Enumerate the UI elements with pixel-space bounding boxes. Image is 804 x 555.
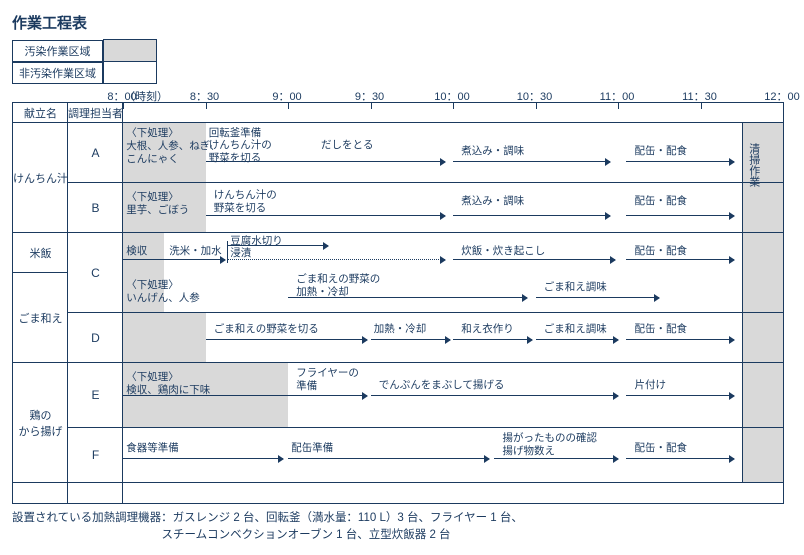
person-block: D bbox=[68, 313, 123, 363]
legend: 汚染作業区域 非汚染作業区域 bbox=[12, 39, 157, 84]
task-label: ごま和えの野菜を切る bbox=[214, 323, 319, 336]
task-arrow bbox=[206, 339, 368, 340]
task-label: 〈下処理〉検収、鶏肉に下味 bbox=[126, 371, 210, 397]
tick-label: 11：00 bbox=[600, 88, 635, 104]
tick-label: 12：00 bbox=[764, 88, 799, 104]
task-arrow bbox=[288, 297, 527, 298]
task-arrow bbox=[626, 215, 733, 216]
gantt-chart: 献立名 調理担当者 清掃作業〈下処理〉大根、人参、ねぎ、こんにゃく回転釜準備けん… bbox=[12, 102, 784, 504]
legend-contaminated-swatch bbox=[104, 40, 157, 62]
task-label: 煮込み・調味 bbox=[461, 145, 524, 158]
tick-label: 9：30 bbox=[355, 88, 384, 104]
task-arrow bbox=[536, 297, 660, 298]
task-label: 配缶・配食 bbox=[635, 323, 688, 336]
menu-block: 鶏のから揚げ bbox=[13, 363, 68, 483]
lane-A: 〈下処理〉大根、人参、ねぎ、こんにゃく回転釜準備けんちん汁の野菜を切るだしをとる… bbox=[123, 123, 783, 183]
task-label: 検収 bbox=[126, 245, 147, 258]
task-label: だしをとる bbox=[321, 139, 374, 152]
task-label: 片付け bbox=[635, 379, 667, 392]
tick-label: 9：00 bbox=[272, 88, 301, 104]
menu-block: ごま和え bbox=[13, 273, 68, 363]
tick-label: 8：30 bbox=[190, 88, 219, 104]
task-arrow bbox=[626, 458, 733, 459]
task-label: 配缶・配食 bbox=[635, 442, 688, 455]
task-label: 炊飯・炊き起こし bbox=[461, 245, 545, 258]
task-label: 〈下処理〉里芋、ごぼう bbox=[126, 191, 189, 217]
task-label: 煮込み・調味 bbox=[461, 195, 524, 208]
task-arrow bbox=[371, 339, 450, 340]
task-label: 洗米・加水 bbox=[169, 245, 222, 258]
legend-clean-swatch bbox=[104, 62, 157, 84]
task-arrow bbox=[453, 339, 532, 340]
task-label: 食器等準備 bbox=[126, 442, 179, 455]
person-block: B bbox=[68, 183, 123, 233]
task-arrow bbox=[206, 161, 445, 162]
task-label: フライヤーの準備 bbox=[296, 367, 359, 393]
legend-clean-label: 非汚染作業区域 bbox=[12, 62, 103, 84]
person-block: A bbox=[68, 123, 123, 183]
tick-label: 10：30 bbox=[517, 88, 552, 104]
task-label: ごま和え調味 bbox=[544, 323, 607, 336]
person-block: C bbox=[68, 233, 123, 313]
task-label: 配缶・配食 bbox=[635, 195, 688, 208]
task-label: 加熱・冷却 bbox=[374, 323, 427, 336]
task-arrow bbox=[626, 161, 733, 162]
task-arrow bbox=[371, 395, 619, 396]
vertical-mark bbox=[227, 241, 228, 263]
task-arrow bbox=[123, 259, 225, 260]
task-arrow bbox=[453, 215, 610, 216]
task-label: ごま和え調味 bbox=[544, 281, 607, 294]
task-label: 配缶・配食 bbox=[635, 245, 688, 258]
legend-contaminated-label: 汚染作業区域 bbox=[12, 40, 103, 62]
task-arrow bbox=[206, 215, 445, 216]
lane-C: 検収洗米・加水豆腐水切り浸漬炊飯・炊き起こし配缶・配食〈下処理〉いんげん、人参ご… bbox=[123, 233, 783, 313]
task-label: けんちん汁の野菜を切る bbox=[214, 189, 277, 215]
task-arrow bbox=[494, 458, 618, 459]
task-label: 配缶準備 bbox=[291, 442, 333, 455]
footnote: 設置されている加熱調理機器：ガスレンジ 2 台、回転釜（満水量：110 L）3 … bbox=[12, 510, 792, 543]
lane-D: ごま和えの野菜を切る 加熱・冷却 和え衣作り ごま和え調味 配缶・配食 bbox=[123, 313, 783, 363]
lane-B: 〈下処理〉里芋、ごぼうけんちん汁の野菜を切る 煮込み・調味 配缶・配食 bbox=[123, 183, 783, 233]
task-arrow bbox=[626, 395, 733, 396]
tick-label: 11：30 bbox=[682, 88, 717, 104]
task-arrow bbox=[123, 395, 367, 396]
task-arrow bbox=[227, 259, 445, 260]
task-arrow bbox=[626, 339, 733, 340]
task-label: 揚がったものの確認揚げ物数え bbox=[503, 432, 598, 458]
task-label: 和え衣作り bbox=[461, 323, 514, 336]
lane-E: 〈下処理〉検収、鶏肉に下味 フライヤーの準備 でんぷんをまぶして揚げる 片付け bbox=[123, 363, 783, 428]
person-block: E bbox=[68, 363, 123, 428]
task-arrow bbox=[288, 458, 489, 459]
task-label: 〈下処理〉いんげん、人参 bbox=[126, 279, 200, 305]
lane-F: 食器等準備 配缶準備 揚がったものの確認揚げ物数え 配缶・配食 bbox=[123, 428, 783, 483]
person-block: F bbox=[68, 428, 123, 483]
task-arrow bbox=[453, 259, 615, 260]
task-label: ごま和えの野菜の加熱・冷却 bbox=[296, 273, 380, 299]
menu-block: けんちん汁 bbox=[13, 123, 68, 233]
task-arrow bbox=[626, 259, 733, 260]
contaminated-zone bbox=[123, 313, 206, 362]
task-arrow bbox=[227, 245, 328, 246]
tick-label: 8：00 bbox=[107, 88, 136, 104]
time-area: 清掃作業〈下処理〉大根、人参、ねぎ、こんにゃく回転釜準備けんちん汁の野菜を切るだ… bbox=[123, 103, 783, 503]
menu-block: 米飯 bbox=[13, 233, 68, 273]
task-arrow bbox=[536, 339, 619, 340]
task-arrow bbox=[123, 458, 283, 459]
page-title: 作業工程表 bbox=[12, 12, 792, 33]
task-label: でんぷんをまぶして揚げる bbox=[379, 379, 505, 392]
task-arrow bbox=[453, 161, 610, 162]
tick-label: 10：00 bbox=[434, 88, 469, 104]
task-label: 配缶・配食 bbox=[635, 145, 688, 158]
